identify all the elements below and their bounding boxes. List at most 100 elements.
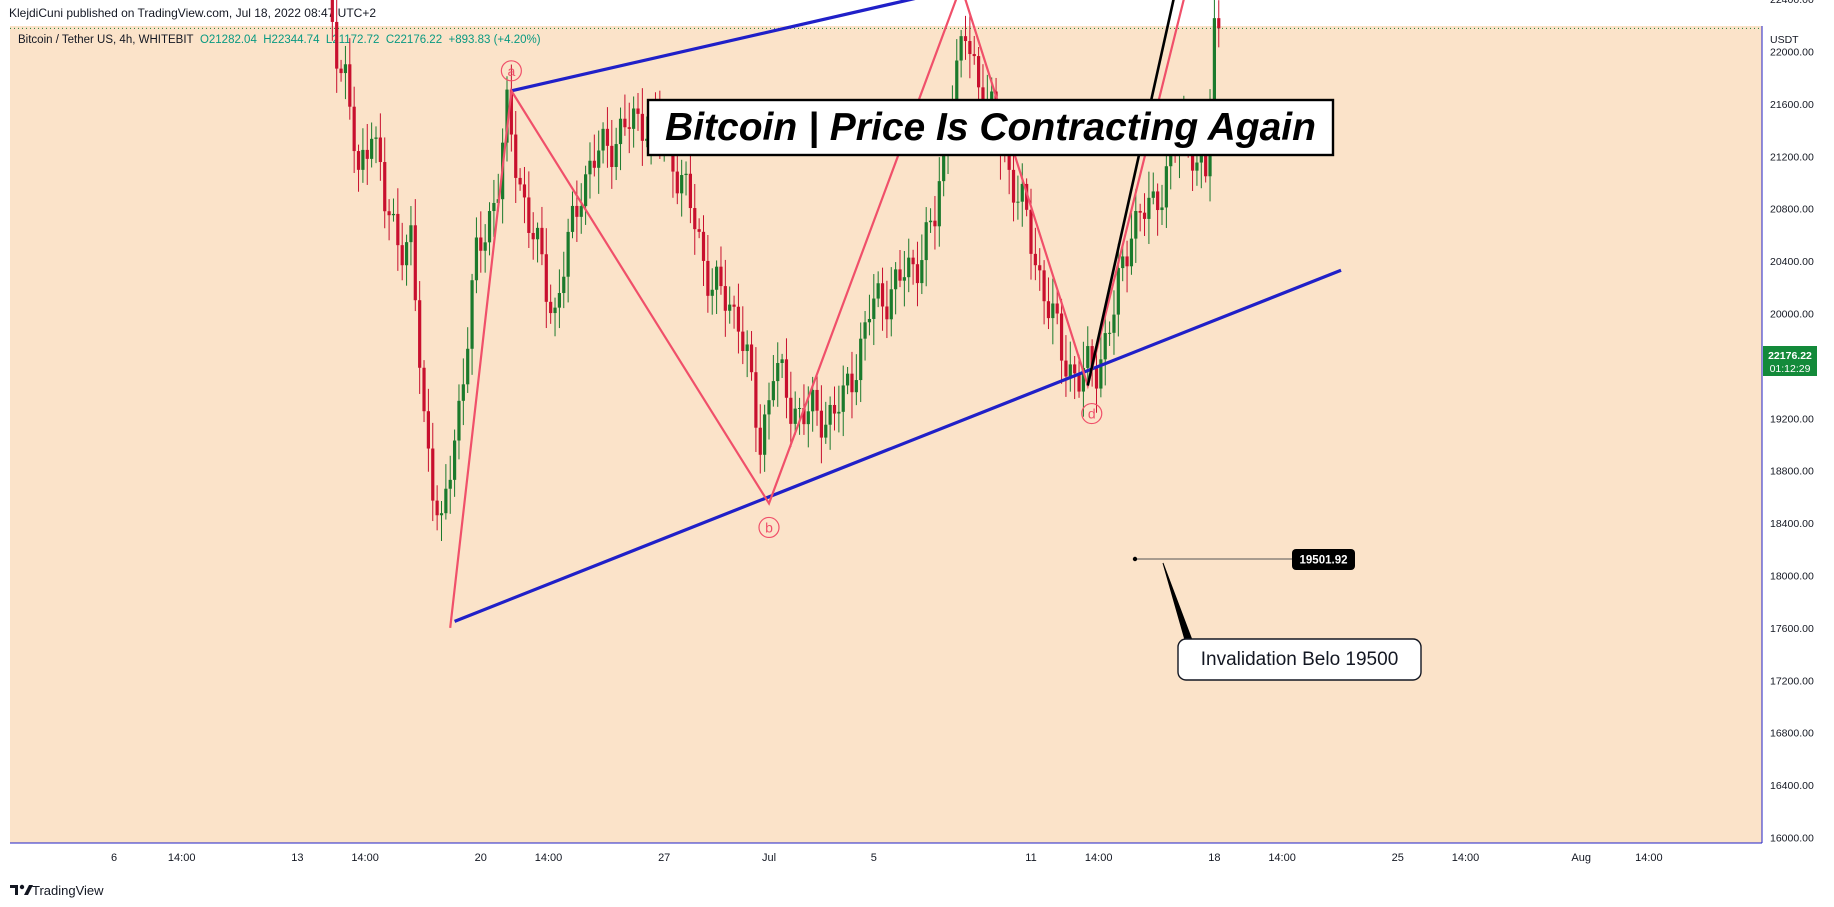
candle-down [1029,209,1033,254]
candle-down [1138,210,1142,213]
candle-down [1217,18,1221,29]
candle-up [1160,207,1164,211]
candle-down [784,359,789,398]
candle-up [1199,150,1203,163]
bar-countdown: 01:12:29 [1770,363,1811,375]
chart-pane[interactable] [10,26,1762,843]
candle-down [1125,256,1129,267]
candle-down [911,257,915,265]
candle-up [867,318,872,323]
y-tick-label: 20800.00 [1770,204,1814,216]
candle-down [431,448,435,501]
wave-label: a [507,63,515,79]
candle-down [1064,360,1068,377]
candle-up [370,138,374,159]
candle-up [889,289,893,320]
candle-up [715,266,719,290]
candle-up [1081,367,1085,392]
y-tick-label: 16800.00 [1770,728,1814,740]
candle-down [396,213,400,246]
wave-label-circle [758,516,780,539]
candle-down [413,225,417,301]
change-value: +893.83 (+4.20%) [448,34,541,46]
level-badge [1292,549,1355,570]
candle-up [780,359,784,364]
candle-down [544,254,548,302]
x-tick-label: 14:00 [1268,852,1296,864]
title-box[interactable] [646,98,1335,157]
candle-up [811,389,815,412]
candle-up [990,91,994,101]
candle-down [378,137,382,163]
candle-down [701,231,706,261]
wave-path[interactable] [449,0,1197,629]
candle-up [588,160,592,175]
y-tick-label: 17600.00 [1770,623,1814,635]
candle-down [435,500,439,516]
x-tick-label: 27 [658,852,670,864]
candle-up [453,440,457,480]
candle-down [1025,183,1029,210]
lower-trendline[interactable] [454,268,1342,623]
candle-down [627,127,631,129]
candle-up [343,64,348,74]
candle-down [348,64,352,107]
time-axis[interactable] [0,843,1834,871]
candle-down [418,300,422,368]
candle-down [706,260,710,296]
candle-down [832,404,837,414]
candle-down [1033,253,1037,266]
candle-up [1121,256,1125,269]
candle-up [1129,238,1134,267]
y-tick-label: 20000.00 [1770,309,1814,321]
candle-up [680,175,684,194]
candle-up [1195,162,1199,171]
x-tick-label: 14:00 [535,852,563,864]
wave-label-circle [500,60,522,82]
candle-down [592,160,596,168]
y-tick-label: 21200.00 [1770,151,1814,163]
price-axis[interactable] [1762,26,1834,843]
y-tick-label: 16400.00 [1770,780,1814,792]
candle-down [623,118,627,128]
candle-up [841,385,845,412]
candle-down [1011,169,1016,203]
candle-up [1051,303,1055,319]
candle-up [461,384,465,401]
candle-up [1099,359,1103,389]
candle-down [1073,364,1077,374]
candle-down [605,128,610,146]
candle-up [566,231,570,277]
candle-up [806,411,810,425]
x-tick-label: 14:00 [1085,852,1113,864]
y-tick-label: 18000.00 [1770,571,1814,583]
candle-up [937,181,941,227]
candle-down [636,108,640,114]
projection-arrow[interactable] [1086,0,1184,386]
candle-up [828,404,832,425]
candle-down [1090,346,1094,368]
candle-down [802,408,806,425]
candle-up [854,380,858,393]
candle-down [1046,301,1051,319]
candle-up [955,60,959,112]
upper-trendline[interactable] [511,0,1301,93]
y-tick-label: 21600.00 [1770,99,1814,111]
candle-up [1016,201,1020,203]
candle-down [1094,367,1099,389]
candle-up [1134,210,1138,239]
candle-up [374,137,378,139]
last-price-value: 22176.22 [1768,350,1812,362]
x-tick-label: 5 [871,852,877,864]
candle-down [693,208,697,230]
candle-down [880,283,885,307]
invalidation-callout[interactable] [1177,638,1422,681]
candle-up [767,400,771,415]
candle-up [474,237,479,281]
candle-down [933,220,937,227]
candle-down [365,149,369,159]
y-tick-label: 16000.00 [1770,833,1814,845]
candle-up [710,289,714,296]
candle-down [522,184,527,198]
candle-up [618,118,623,145]
